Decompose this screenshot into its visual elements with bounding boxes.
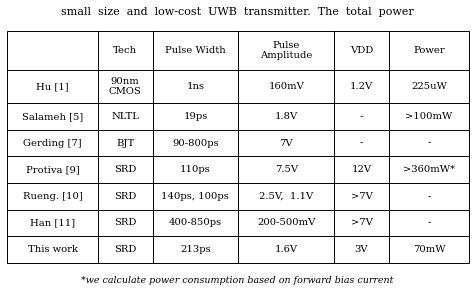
- Text: 7.5V: 7.5V: [274, 165, 298, 174]
- Text: Power: Power: [413, 46, 445, 55]
- Text: Gerding [7]: Gerding [7]: [23, 138, 82, 148]
- Text: This work: This work: [27, 245, 78, 254]
- Text: *we calculate power consumption based on forward bias current: *we calculate power consumption based on…: [81, 276, 393, 285]
- Text: >7V: >7V: [351, 218, 373, 228]
- Text: Protiva [9]: Protiva [9]: [26, 165, 80, 174]
- Text: 90-800ps: 90-800ps: [172, 138, 219, 148]
- Text: SRD: SRD: [114, 245, 137, 254]
- Text: -: -: [428, 218, 431, 228]
- Text: 12V: 12V: [351, 165, 372, 174]
- Text: Salameh [5]: Salameh [5]: [22, 112, 83, 121]
- Text: 3V: 3V: [355, 245, 368, 254]
- Text: -: -: [360, 112, 363, 121]
- Text: SRD: SRD: [114, 192, 137, 201]
- Text: -: -: [360, 138, 363, 148]
- Text: VDD: VDD: [350, 46, 373, 55]
- Text: 1.6V: 1.6V: [274, 245, 298, 254]
- Text: 200-500mV: 200-500mV: [257, 218, 315, 228]
- Text: 400-850ps: 400-850ps: [169, 218, 222, 228]
- Text: NLTL: NLTL: [111, 112, 139, 121]
- Text: 70mW: 70mW: [413, 245, 445, 254]
- Text: -: -: [428, 192, 431, 201]
- Text: 7V: 7V: [279, 138, 293, 148]
- Text: 110ps: 110ps: [180, 165, 211, 174]
- Text: 1.8V: 1.8V: [274, 112, 298, 121]
- Text: -: -: [428, 138, 431, 148]
- Text: 225uW: 225uW: [411, 82, 447, 91]
- Text: 1ns: 1ns: [186, 82, 204, 91]
- Text: 19ps: 19ps: [183, 112, 208, 121]
- Text: 140ps, 100ps: 140ps, 100ps: [162, 192, 229, 201]
- Text: 1.2V: 1.2V: [350, 82, 373, 91]
- Text: 2.5V,  1.1V: 2.5V, 1.1V: [259, 192, 313, 201]
- Text: >360mW*: >360mW*: [403, 165, 455, 174]
- Text: BJT: BJT: [116, 138, 134, 148]
- Bar: [7, 31, 469, 263]
- Text: SRD: SRD: [114, 165, 137, 174]
- Text: Tech: Tech: [113, 46, 137, 55]
- Text: 213ps: 213ps: [180, 245, 210, 254]
- Text: small  size  and  low-cost  UWB  transmitter.  The  total  power: small size and low-cost UWB transmitter.…: [61, 7, 413, 18]
- Text: Han [11]: Han [11]: [30, 218, 75, 228]
- Text: Pulse
Amplitude: Pulse Amplitude: [260, 41, 312, 60]
- Text: SRD: SRD: [114, 218, 137, 228]
- Text: 160mV: 160mV: [268, 82, 304, 91]
- Text: Rueng. [10]: Rueng. [10]: [23, 192, 82, 201]
- Text: >7V: >7V: [351, 192, 373, 201]
- Text: Pulse Width: Pulse Width: [165, 46, 226, 55]
- Text: >100mW: >100mW: [405, 112, 453, 121]
- Text: Hu [1]: Hu [1]: [36, 82, 69, 91]
- Text: 90nm
CMOS: 90nm CMOS: [109, 77, 142, 96]
